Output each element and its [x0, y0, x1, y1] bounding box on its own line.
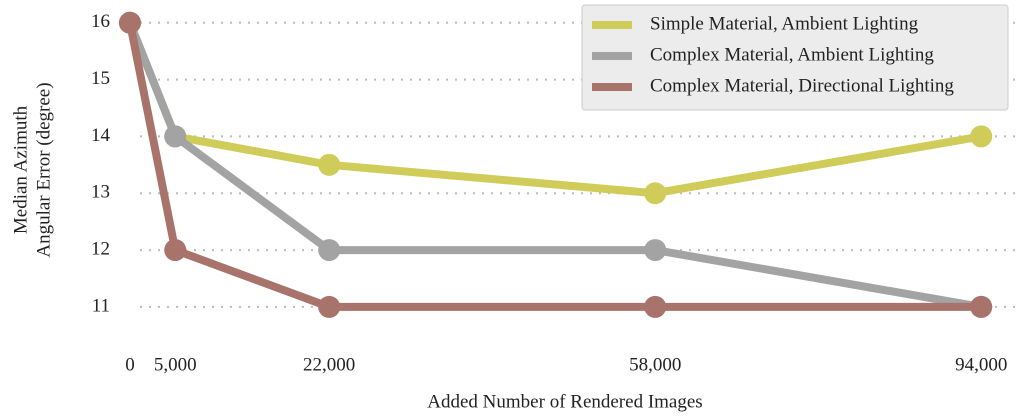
y-tick-label: 15: [91, 68, 110, 89]
y-tick-label: 12: [91, 238, 110, 259]
data-point: [164, 239, 187, 262]
y-axis-label: Median Azimuth: [10, 105, 31, 234]
y-tick-label: 11: [92, 295, 110, 316]
y-tick-label: 13: [91, 182, 110, 203]
data-point: [118, 11, 141, 34]
x-tick-label: 22,000: [303, 354, 355, 375]
data-point: [970, 125, 993, 148]
data-point: [318, 295, 341, 318]
y-axis-label: Angular Error (degree): [33, 82, 54, 257]
data-point: [970, 295, 993, 318]
legend-box: [581, 4, 1009, 111]
legend-label: Simple Material, Ambient Lighting: [650, 13, 919, 34]
data-point: [318, 153, 341, 176]
data-point: [644, 239, 667, 262]
x-axis-label: Added Number of Rendered Images: [427, 391, 702, 412]
data-point: [164, 125, 187, 148]
x-tick-label: 94,000: [955, 354, 1007, 375]
legend-label: Complex Material, Ambient Lighting: [650, 44, 934, 65]
data-point: [644, 182, 667, 205]
legend-label: Complex Material, Directional Lighting: [650, 75, 954, 96]
data-point: [644, 295, 667, 318]
x-tick-label: 5,000: [154, 354, 197, 375]
y-tick-label: 14: [91, 125, 111, 146]
y-tick-label: 16: [91, 11, 110, 32]
x-tick-label: 58,000: [629, 354, 681, 375]
data-point: [318, 239, 341, 262]
x-tick-label: 0: [125, 354, 135, 375]
